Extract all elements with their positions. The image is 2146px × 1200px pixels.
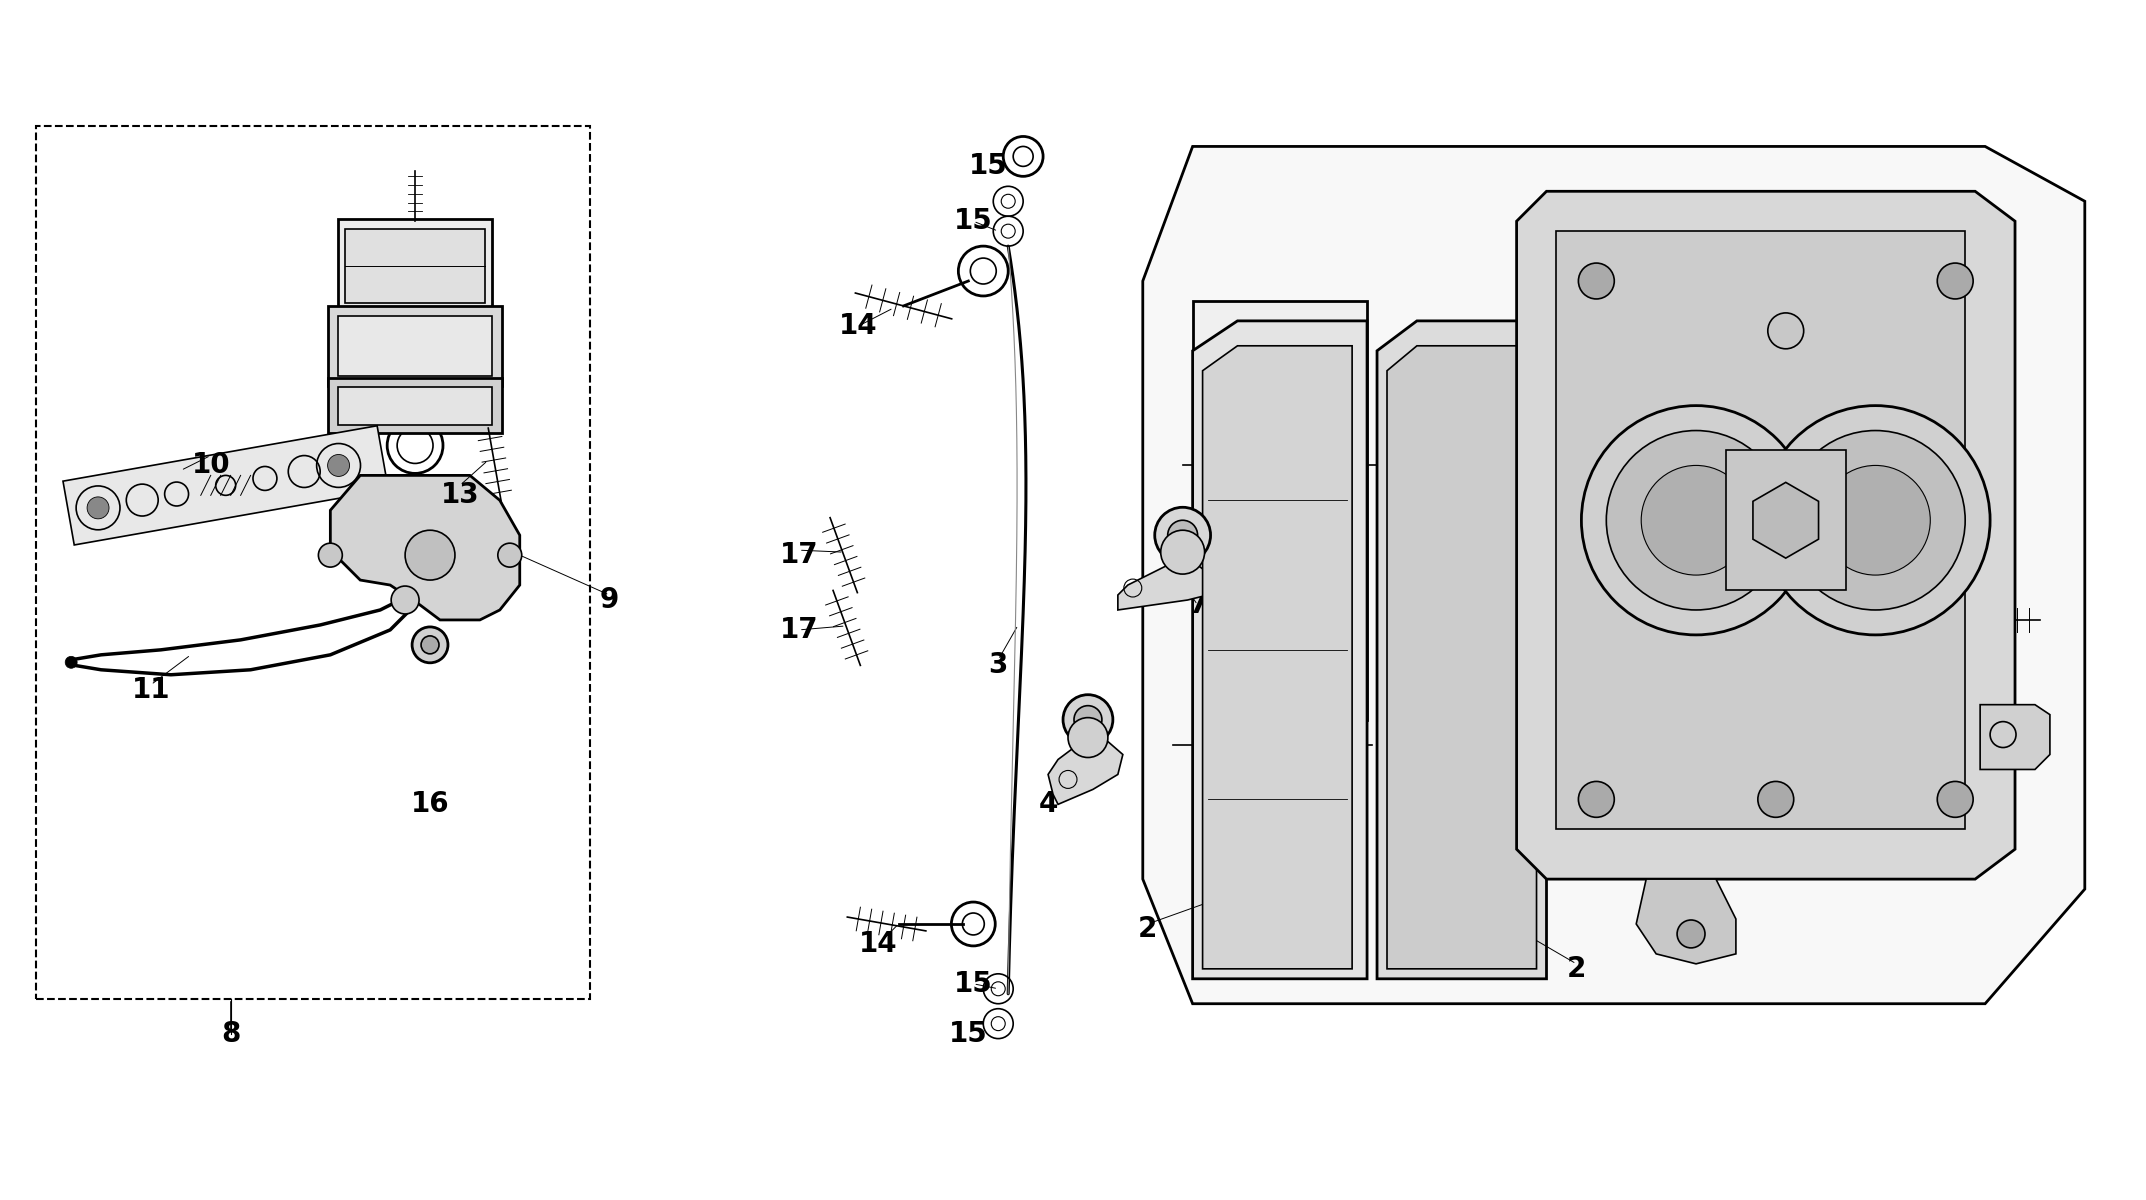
- Circle shape: [1676, 920, 1706, 948]
- Circle shape: [1758, 781, 1794, 817]
- Polygon shape: [328, 306, 502, 385]
- Circle shape: [1938, 263, 1972, 299]
- Circle shape: [1785, 431, 1966, 610]
- Circle shape: [421, 636, 440, 654]
- Text: 8: 8: [221, 1020, 240, 1048]
- Circle shape: [1820, 466, 1929, 575]
- Circle shape: [1062, 695, 1114, 744]
- Text: 17: 17: [779, 616, 818, 644]
- Polygon shape: [1386, 346, 1537, 968]
- Text: 10: 10: [191, 451, 230, 480]
- Text: 2: 2: [1567, 955, 1586, 983]
- Polygon shape: [1635, 880, 1736, 964]
- Text: 12: 12: [1249, 750, 1288, 779]
- Circle shape: [498, 544, 521, 568]
- Polygon shape: [346, 229, 485, 304]
- Polygon shape: [1193, 320, 1367, 979]
- Polygon shape: [1047, 742, 1122, 804]
- Polygon shape: [337, 316, 491, 376]
- Polygon shape: [1981, 704, 2049, 769]
- Polygon shape: [62, 426, 388, 545]
- Circle shape: [1579, 781, 1614, 817]
- Text: 1: 1: [1667, 268, 1687, 295]
- Polygon shape: [1118, 565, 1217, 610]
- Text: 5: 5: [1088, 710, 1107, 739]
- Text: 3: 3: [989, 650, 1009, 679]
- Text: 12: 12: [1268, 481, 1307, 509]
- Polygon shape: [328, 378, 502, 433]
- Polygon shape: [1517, 191, 2015, 880]
- Circle shape: [1642, 466, 1751, 575]
- Polygon shape: [330, 475, 519, 620]
- Polygon shape: [1202, 346, 1352, 968]
- Circle shape: [1167, 521, 1197, 550]
- Circle shape: [1161, 530, 1204, 574]
- Circle shape: [412, 626, 449, 662]
- Circle shape: [1073, 706, 1101, 733]
- Circle shape: [1579, 263, 1614, 299]
- Text: 7: 7: [1189, 590, 1208, 619]
- Text: 14: 14: [858, 930, 897, 958]
- Text: 15: 15: [955, 208, 994, 235]
- Circle shape: [88, 497, 109, 518]
- Text: 15: 15: [955, 970, 994, 997]
- Text: 14: 14: [839, 312, 878, 340]
- Circle shape: [64, 656, 77, 668]
- Circle shape: [1582, 406, 1811, 635]
- Polygon shape: [337, 218, 491, 313]
- Text: 4: 4: [1039, 791, 1058, 818]
- Circle shape: [391, 586, 418, 614]
- Text: 9: 9: [601, 586, 618, 614]
- Circle shape: [1768, 313, 1803, 349]
- Polygon shape: [1193, 301, 1367, 720]
- Text: 13: 13: [440, 481, 479, 509]
- Polygon shape: [1725, 450, 1846, 590]
- Circle shape: [1607, 431, 1785, 610]
- Text: 15: 15: [949, 1020, 987, 1048]
- Circle shape: [1155, 508, 1210, 563]
- Circle shape: [1069, 718, 1107, 757]
- Circle shape: [1762, 406, 1989, 635]
- Polygon shape: [1144, 146, 2084, 1003]
- Bar: [36, 126, 590, 998]
- Circle shape: [1938, 781, 1972, 817]
- Polygon shape: [337, 386, 491, 425]
- Circle shape: [318, 544, 343, 568]
- Circle shape: [406, 530, 455, 580]
- Text: 11: 11: [131, 676, 170, 703]
- Text: 16: 16: [410, 791, 449, 818]
- Text: 17: 17: [779, 541, 818, 569]
- Text: 6: 6: [1208, 521, 1228, 550]
- Polygon shape: [1556, 232, 1966, 829]
- Text: 2: 2: [1137, 914, 1157, 943]
- Circle shape: [328, 455, 350, 476]
- Text: 15: 15: [968, 152, 1009, 180]
- Polygon shape: [1378, 320, 1547, 979]
